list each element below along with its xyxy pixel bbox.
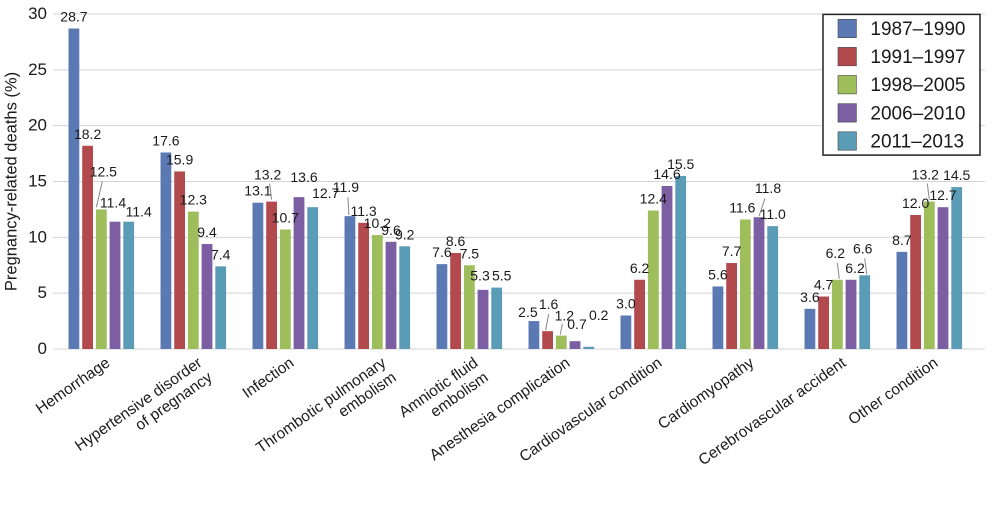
svg-text:5.6: 5.6 [708,266,728,282]
svg-text:2011–2013: 2011–2013 [870,132,964,153]
svg-text:3.0: 3.0 [616,296,636,312]
svg-text:11.0: 11.0 [760,206,786,222]
svg-text:Infection: Infection [240,354,298,402]
svg-text:13.6: 13.6 [290,169,317,185]
svg-text:11.6: 11.6 [729,199,755,215]
svg-text:13.1: 13.1 [244,183,271,199]
svg-text:1991–1997: 1991–1997 [870,47,965,68]
svg-text:Other condition: Other condition [845,354,941,428]
svg-text:Cerebrovascular accident: Cerebrovascular accident [696,354,850,469]
svg-text:0: 0 [38,339,47,358]
svg-text:9.4: 9.4 [197,224,217,240]
svg-text:0.2: 0.2 [589,307,609,323]
svg-text:5: 5 [38,283,47,302]
svg-text:28.7: 28.7 [60,9,87,25]
svg-text:10: 10 [28,227,47,246]
svg-text:7.4: 7.4 [211,246,231,262]
svg-text:6.2: 6.2 [826,245,846,261]
svg-text:20: 20 [28,116,47,135]
svg-text:12.0: 12.0 [902,195,929,211]
svg-text:12.3: 12.3 [180,192,207,208]
svg-text:4.7: 4.7 [814,277,834,293]
svg-text:7.7: 7.7 [722,243,742,259]
svg-text:11.4: 11.4 [100,195,126,211]
svg-text:2.5: 2.5 [518,304,538,320]
svg-text:5.3: 5.3 [470,268,490,284]
svg-text:2006–2010: 2006–2010 [870,103,965,124]
svg-text:12.5: 12.5 [90,163,117,179]
svg-text:30: 30 [28,4,47,23]
svg-text:18.2: 18.2 [74,126,101,142]
svg-text:Cardiomyopathy: Cardiomyopathy [655,354,757,433]
svg-text:0.7: 0.7 [567,316,587,332]
svg-text:15: 15 [28,172,47,191]
svg-text:8.7: 8.7 [892,232,912,248]
svg-text:5.5: 5.5 [492,268,512,284]
svg-text:15.5: 15.5 [667,156,694,172]
svg-text:11.8: 11.8 [755,180,781,196]
svg-text:10.7: 10.7 [272,210,299,226]
svg-text:1987–1990: 1987–1990 [870,19,965,40]
svg-text:6.2: 6.2 [845,260,865,276]
svg-text:6.6: 6.6 [853,240,873,256]
svg-text:11.9: 11.9 [333,179,359,195]
svg-text:15.9: 15.9 [166,151,193,167]
svg-text:11.4: 11.4 [126,204,152,220]
svg-text:12.7: 12.7 [929,187,956,203]
svg-text:1998–2005: 1998–2005 [870,75,965,96]
svg-text:Hemorrhage: Hemorrhage [33,354,113,417]
svg-text:13.2: 13.2 [254,167,281,183]
svg-text:25: 25 [28,60,47,79]
svg-text:14.5: 14.5 [943,167,970,183]
svg-text:6.2: 6.2 [630,260,650,276]
svg-text:17.6: 17.6 [152,132,179,148]
svg-text:13.2: 13.2 [912,167,939,183]
svg-text:12.4: 12.4 [640,191,667,207]
svg-text:9.2: 9.2 [395,226,415,242]
svg-text:7.5: 7.5 [460,245,480,261]
